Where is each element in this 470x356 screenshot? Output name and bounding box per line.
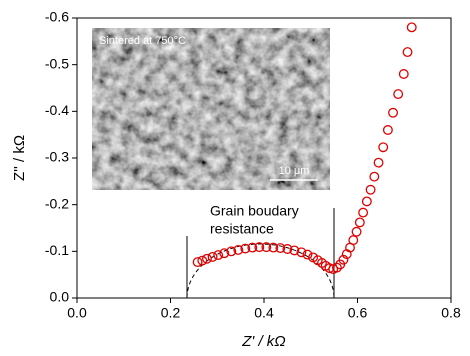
data-point xyxy=(359,208,368,217)
y-tick-label: 0.0 xyxy=(50,289,70,305)
inset-image: Sintered at 750°C 10 μm xyxy=(92,28,330,190)
data-point xyxy=(356,218,365,227)
annotation: Grain boudary xyxy=(210,203,299,219)
data-point xyxy=(384,126,393,135)
y-tick-label: -0.1 xyxy=(45,242,69,258)
data-point xyxy=(389,108,398,117)
data-point xyxy=(366,185,375,194)
annotation: resistance xyxy=(210,221,274,237)
x-tick-label: 0.4 xyxy=(254,305,274,321)
inset-scale: 10 μm xyxy=(279,165,310,177)
x-tick-label: 0.6 xyxy=(348,305,368,321)
fit-arc xyxy=(187,244,334,298)
chart: Sintered at 750°C 10 μm Grain boudary re… xyxy=(0,0,470,356)
data-point xyxy=(349,236,358,245)
y-tick-label: -0.4 xyxy=(45,102,69,118)
x-tick-label: 0.2 xyxy=(161,305,181,321)
data-point xyxy=(394,90,403,99)
data-point xyxy=(363,197,372,206)
data-point xyxy=(407,23,416,32)
x-tick-label: 0.8 xyxy=(441,305,461,321)
data-point xyxy=(374,158,383,167)
data-point xyxy=(379,143,388,152)
data-point xyxy=(370,172,379,181)
y-tick-label: -0.6 xyxy=(45,9,69,25)
data-point xyxy=(399,70,408,79)
y-axis-title: Z'' / kΩ xyxy=(11,135,28,181)
data-point xyxy=(403,48,412,57)
y-tick-label: -0.5 xyxy=(45,55,69,71)
y-tick-label: -0.2 xyxy=(45,195,69,211)
inset-label: Sintered at 750°C xyxy=(99,35,186,47)
y-tick-label: -0.3 xyxy=(45,149,69,165)
x-tick-label: 0.0 xyxy=(67,305,87,321)
x-axis-title: Z' / kΩ xyxy=(241,333,285,350)
data-point xyxy=(352,227,361,236)
data-point xyxy=(214,251,223,260)
